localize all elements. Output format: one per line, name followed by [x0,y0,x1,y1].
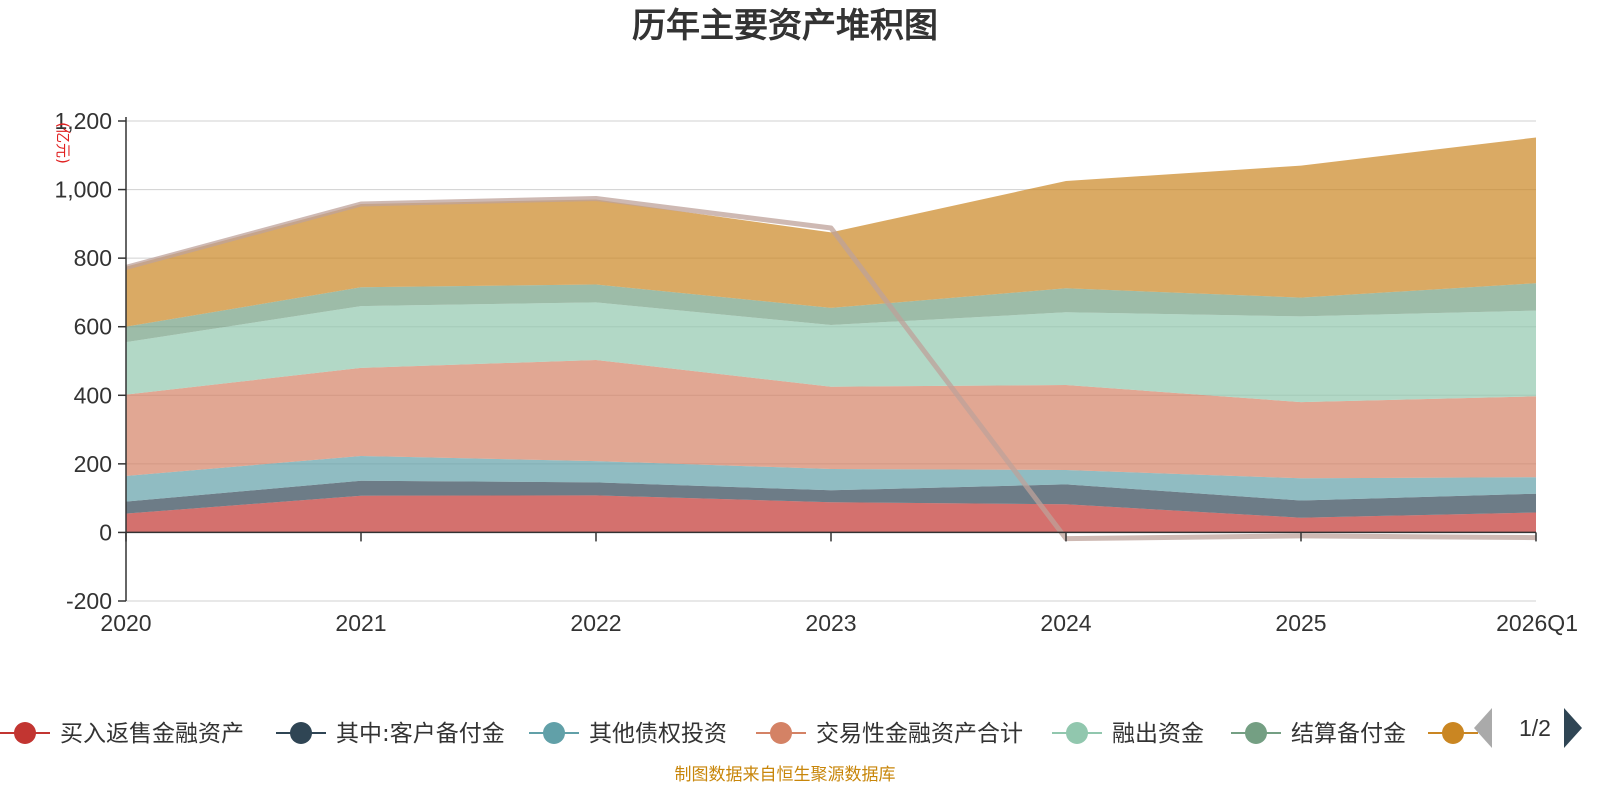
legend-pager: 1/2 [1474,708,1582,748]
data-source-note: 制图数据来自恒生聚源数据库 [675,765,896,785]
area-series-3 [126,456,1536,502]
y-tick-label: 800 [74,245,112,271]
area-series-1 [126,495,1536,533]
legend-marker-5[interactable] [1066,722,1088,744]
y-tick-labels: -200 0 200 400 600 800 1,000 1,200 [54,108,112,614]
y-tick-label: 600 [74,314,112,340]
area-series-4 [126,360,1536,479]
legend-label-4[interactable]: 交易性金融资产合计 [816,721,1023,747]
x-tick-label: 2023 [805,610,856,636]
legend-prev-page-icon[interactable] [1474,708,1492,748]
area-series-7 [126,137,1536,327]
x-tick-label: 2026Q1 [1496,610,1578,636]
legend-marker-2[interactable] [290,722,312,744]
x-tick-label: 2020 [100,610,151,636]
chart-title: 历年主要资产堆积图 [632,6,938,46]
legend-marker-1[interactable] [14,722,36,744]
legend-marker-3[interactable] [543,722,565,744]
y-tick-label: 1,000 [54,177,112,203]
legend-next-page-icon[interactable] [1564,708,1582,748]
y-tick-label: 1,200 [54,108,112,134]
stacked-areas [126,137,1536,533]
y-tick-label: -200 [66,588,112,614]
x-tick-label: 2025 [1275,610,1326,636]
legend-marker-6[interactable] [1245,722,1267,744]
legend-label-6[interactable]: 结算备付金 [1291,721,1406,747]
x-tick-label: 2024 [1040,610,1091,636]
x-tick-labels: 2020 2021 2022 2023 2024 2025 2026Q1 [100,610,1578,636]
area-series-5 [126,302,1536,403]
legend-page-indicator: 1/2 [1519,715,1551,741]
legend-label-2[interactable]: 其中:客户备付金 [336,721,505,747]
legend-label-1[interactable]: 买入返售金融资产 [60,721,244,747]
area-series-2 [126,480,1536,518]
y-tick-label: 0 [99,519,112,545]
x-tick-label: 2021 [335,610,386,636]
y-tick-label: 200 [74,451,112,477]
x-tick-label: 2022 [570,610,621,636]
y-axis-unit: (亿元) [54,122,72,164]
axes [118,117,1537,602]
y-tick-label: 400 [74,382,112,408]
legend-marker-4[interactable] [770,722,792,744]
legend-label-3[interactable]: 其他债权投资 [589,721,727,747]
legend-label-5[interactable]: 融出资金 [1112,721,1204,747]
legend-marker-7[interactable] [1442,722,1464,744]
legend: 买入返售金融资产 其中:客户备付金 其他债权投资 交易性金融资产合计 融出资金 结算备付金 [0,721,1478,747]
area-series-6 [126,283,1536,343]
